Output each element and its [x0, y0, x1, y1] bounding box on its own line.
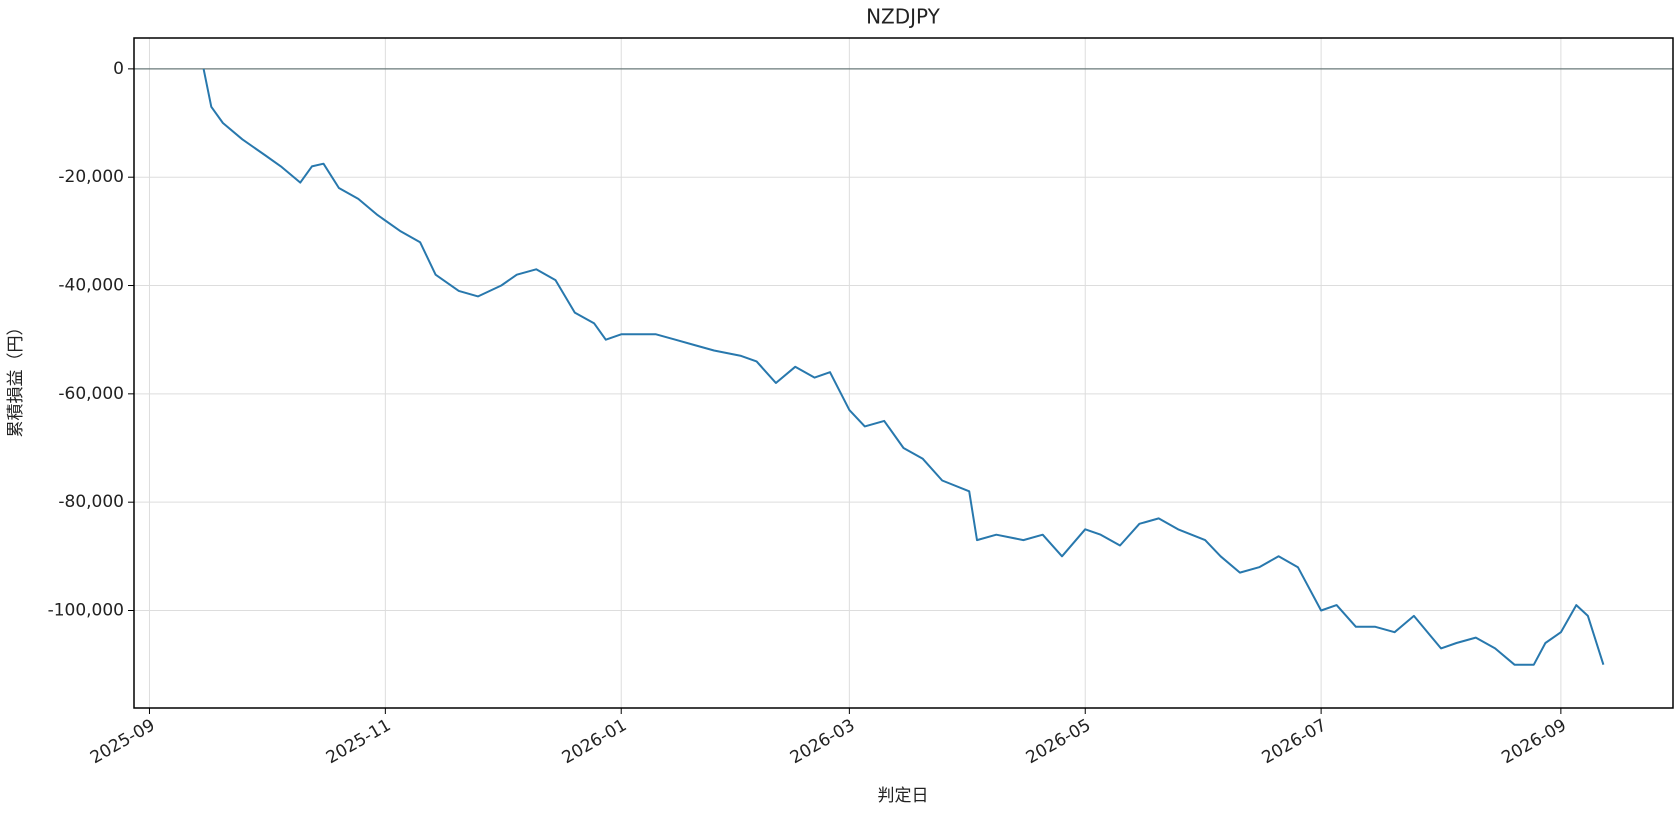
y-tick-label: 0 [113, 59, 124, 79]
data-line [202, 68, 1605, 666]
x-tick-label: 2025-11 [323, 715, 395, 768]
x-tick-label: 2026-03 [787, 715, 859, 768]
y-tick-label: -80,000 [58, 492, 124, 512]
y-axis-label: 累積損益（円） [6, 319, 26, 438]
x-tick-label: 2025-09 [87, 715, 159, 768]
x-tick-label: 2026-01 [559, 715, 631, 768]
y-tick-label: -100,000 [48, 601, 124, 621]
plot-frame [133, 37, 1674, 709]
x-axis-label: 判定日 [878, 786, 929, 806]
chart-title: NZDJPY [866, 5, 941, 29]
x-tick-label: 2026-07 [1259, 715, 1331, 768]
y-tick-label: -60,000 [58, 384, 124, 404]
x-tick-label: 2026-05 [1023, 715, 1095, 768]
y-tick-label: -20,000 [58, 167, 124, 187]
x-tick-label: 2026-09 [1498, 715, 1570, 768]
y-tick-label: -40,000 [58, 276, 124, 296]
